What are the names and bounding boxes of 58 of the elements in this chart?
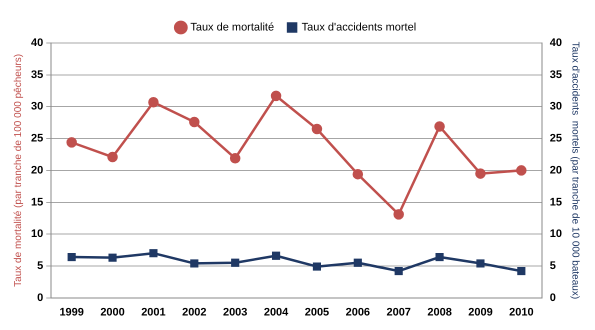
y-axis-title: Taux de mortalité (par tranche de 100 000 pêcheurs) xyxy=(12,54,24,287)
x-tick-label: 2002 xyxy=(182,306,207,318)
x-tick-label: 2009 xyxy=(468,306,493,318)
point xyxy=(517,266,526,276)
y2-tick-label: 35 xyxy=(550,68,562,81)
point xyxy=(434,121,445,132)
y-tick-label: 5 xyxy=(37,260,44,272)
x-tick-label: 2001 xyxy=(141,306,166,318)
point xyxy=(475,168,486,179)
point xyxy=(66,137,77,148)
x-tick-label: 2003 xyxy=(222,306,248,318)
y2-tick-label: 30 xyxy=(550,100,562,113)
point xyxy=(270,90,282,102)
point xyxy=(476,259,485,268)
point xyxy=(435,252,444,262)
x-tick-label: 2000 xyxy=(100,306,125,318)
y2-tick-label: 40 xyxy=(550,37,562,50)
y-tick-label: 30 xyxy=(30,100,44,113)
x-tick-label: 2008 xyxy=(427,306,452,318)
x-tick-label: 2004 xyxy=(264,306,290,318)
point xyxy=(189,116,200,128)
y2-axis-title: Taux d'accidents mortels (par tranche de 10 000 bateaux) xyxy=(569,42,580,300)
point xyxy=(230,153,240,164)
y2-tick-label: 5 xyxy=(550,260,556,272)
point xyxy=(393,209,404,220)
y2-tick-label: 15 xyxy=(550,196,562,208)
x-tick-label: 1999 xyxy=(59,306,84,318)
legend-label: Taux d'accidents mortel xyxy=(302,22,416,34)
y2-tick-label: 10 xyxy=(550,228,562,240)
y-tick-label: 35 xyxy=(30,68,44,81)
point xyxy=(231,258,240,267)
point xyxy=(190,259,198,268)
y-tick-label: 10 xyxy=(30,228,44,240)
y2-tick-label: 0 xyxy=(550,292,556,304)
point xyxy=(312,262,322,271)
y2-tick-label: 20 xyxy=(550,164,562,176)
point xyxy=(68,252,76,262)
x-tick-label: 2010 xyxy=(509,306,534,318)
point xyxy=(272,252,280,260)
y-tick-label: 15 xyxy=(30,196,44,208)
y-tick-label: 20 xyxy=(30,164,44,176)
point xyxy=(107,152,118,162)
point xyxy=(516,165,527,176)
point xyxy=(149,249,158,258)
point xyxy=(394,266,403,276)
point xyxy=(354,258,362,267)
x-tick-label: 2006 xyxy=(346,306,370,318)
y-tick-label: 40 xyxy=(30,37,44,50)
point xyxy=(352,168,364,180)
x-tick-label: 2007 xyxy=(386,306,411,318)
legend-label: Taux de mortalité xyxy=(190,22,274,34)
point xyxy=(108,254,117,262)
y2-tick-label: 25 xyxy=(550,132,562,145)
point xyxy=(312,124,322,134)
y-tick-label: 25 xyxy=(30,132,44,145)
point xyxy=(148,96,159,108)
x-tick-label: 2005 xyxy=(304,306,330,318)
y-tick-label: 0 xyxy=(37,292,44,304)
